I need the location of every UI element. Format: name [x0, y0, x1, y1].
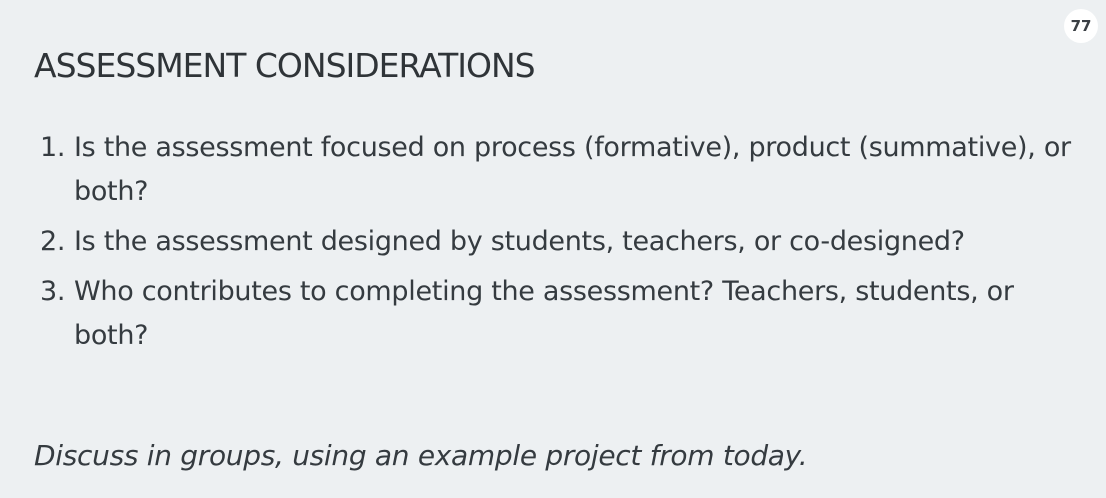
slide-title: ASSESSMENT CONSIDERATIONS [34, 46, 536, 85]
question-text: Is the assessment designed by students, … [74, 226, 965, 257]
question-text: Who contributes to completing the assess… [74, 276, 1014, 351]
question-item: 2. Is the assessment designed by student… [34, 220, 1074, 264]
discussion-prompt: Discuss in groups, using an example proj… [34, 439, 808, 472]
question-list: 1. Is the assessment focused on process … [34, 126, 1074, 364]
question-number: 1. [40, 132, 66, 163]
question-text: Is the assessment focused on process (fo… [74, 132, 1071, 207]
question-number: 2. [40, 226, 66, 257]
page-number-badge: 77 [1064, 9, 1098, 43]
question-item: 3. Who contributes to completing the ass… [34, 270, 1074, 358]
question-item: 1. Is the assessment focused on process … [34, 126, 1074, 214]
question-number: 3. [40, 276, 66, 307]
